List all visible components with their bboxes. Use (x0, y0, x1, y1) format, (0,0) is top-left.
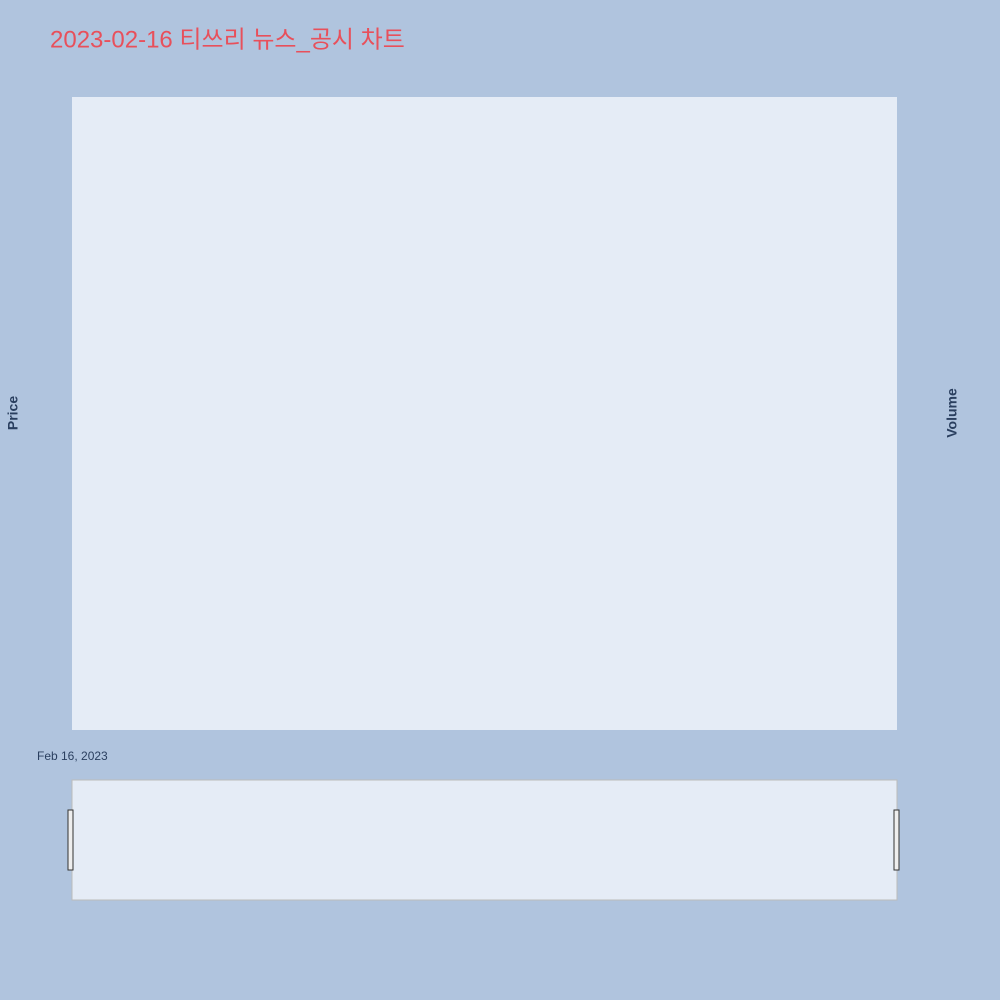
slider-handle[interactable] (893, 809, 900, 871)
y2-axis-title: Volume (944, 388, 960, 438)
y-axis-title: Price (5, 396, 21, 430)
x-date-label: Feb 16, 2023 (37, 749, 108, 763)
chart-title: 2023-02-16 티쓰리 뉴스_공시 차트 (50, 26, 405, 53)
range-slider[interactable] (71, 779, 898, 901)
slider-handle[interactable] (67, 809, 74, 871)
plot-area (72, 97, 897, 730)
